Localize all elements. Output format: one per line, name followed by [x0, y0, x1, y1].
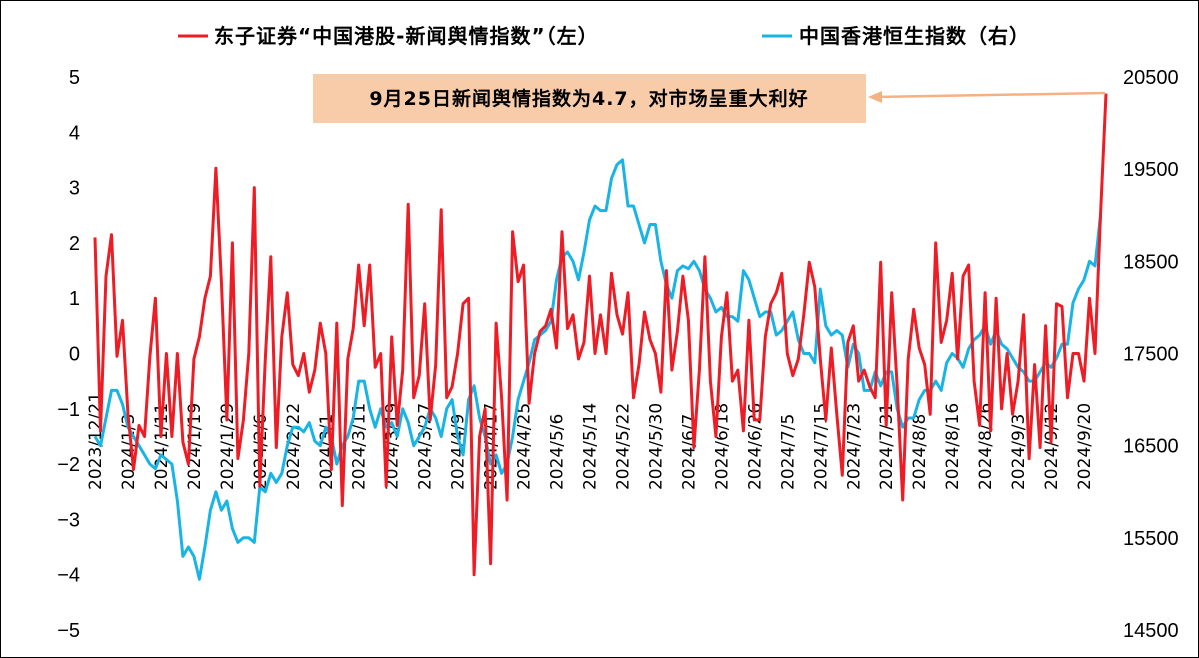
legend-red-label: 东子证券“中国港股-新闻舆情指数”（左） — [214, 24, 599, 48]
legend: 东子证券“中国港股-新闻舆情指数”（左） 中国香港恒生指数（右） — [178, 24, 1030, 48]
left-axis: 5 4 3 2 1 0 −1 −2 −3 −4 −5 — [57, 67, 80, 642]
right-tick-label: 19500 — [1123, 159, 1179, 181]
x-tick-label: 2024/4/9 — [449, 414, 469, 490]
series-line-sentiment-index — [93, 93, 1108, 577]
x-tick-label: 2024/5/30 — [646, 403, 666, 490]
right-axis: 20500 19500 18500 17500 16500 15500 14500 — [1123, 67, 1179, 642]
right-tick-label: 20500 — [1123, 67, 1179, 89]
left-tick-label: −4 — [57, 565, 80, 587]
left-tick-label: −3 — [57, 509, 80, 531]
right-tick-label: 17500 — [1123, 344, 1179, 366]
legend-blue-label: 中国香港恒生指数（右） — [799, 24, 1030, 48]
x-tick-label: 2024/5/14 — [581, 403, 601, 490]
left-tick-label: 0 — [69, 344, 80, 366]
x-tick-label: 2024/3/11 — [350, 403, 370, 490]
x-tick-label: 2024/7/23 — [844, 403, 864, 490]
x-tick-label: 2024/8/16 — [943, 403, 963, 490]
annotation-arrow-head — [868, 91, 882, 103]
x-tick-label: 2024/1/29 — [218, 403, 238, 490]
x-tick-label: 2024/8/8 — [910, 414, 930, 490]
left-tick-label: −2 — [57, 454, 80, 476]
x-tick-label: 2024/7/31 — [877, 403, 897, 490]
annotation-text: 9月25日新闻舆情指数为4.7，对市场呈重大利好 — [369, 87, 808, 110]
left-tick-label: −5 — [57, 620, 80, 642]
x-tick-label: 2024/5/6 — [548, 414, 568, 490]
x-tick-label: 2024/4/25 — [515, 403, 535, 490]
left-tick-label: 1 — [69, 288, 80, 310]
right-tick-label: 18500 — [1123, 251, 1179, 273]
series-line-hang-seng-index — [93, 158, 1102, 581]
annotation-box — [313, 74, 866, 123]
left-tick-label: 2 — [69, 233, 80, 255]
annotation: 9月25日新闻舆情指数为4.7，对市场呈重大利好 — [313, 74, 1106, 123]
x-tick-label: 2024/7/15 — [811, 403, 831, 490]
x-tick-label: 2024/2/22 — [284, 403, 304, 490]
left-tick-label: −1 — [57, 399, 80, 421]
x-tick-label: 2024/9/12 — [1042, 403, 1062, 490]
x-tick-label: 2024/9/20 — [1075, 403, 1095, 490]
x-axis: 2023/12/21 2024/1/3 2024/1/11 2024/1/19 2024… — [86, 392, 1095, 490]
left-tick-label: 4 — [69, 122, 80, 144]
series-layer — [93, 93, 1108, 581]
x-tick-label: 2024/7/5 — [778, 414, 798, 490]
x-tick-label: 2024/3/27 — [416, 403, 436, 490]
left-tick-label: 5 — [69, 67, 80, 89]
annotation-arrow-line — [877, 91, 1106, 99]
right-tick-label: 14500 — [1123, 620, 1179, 642]
right-tick-label: 15500 — [1123, 528, 1179, 550]
right-tick-label: 16500 — [1123, 436, 1179, 458]
x-tick-label: 2024/9/3 — [1009, 414, 1029, 490]
left-tick-label: 3 — [69, 178, 80, 200]
x-tick-label: 2024/6/18 — [712, 403, 732, 490]
x-tick-label: 2024/6/26 — [745, 403, 765, 490]
x-tick-label: 2024/5/22 — [613, 403, 633, 490]
